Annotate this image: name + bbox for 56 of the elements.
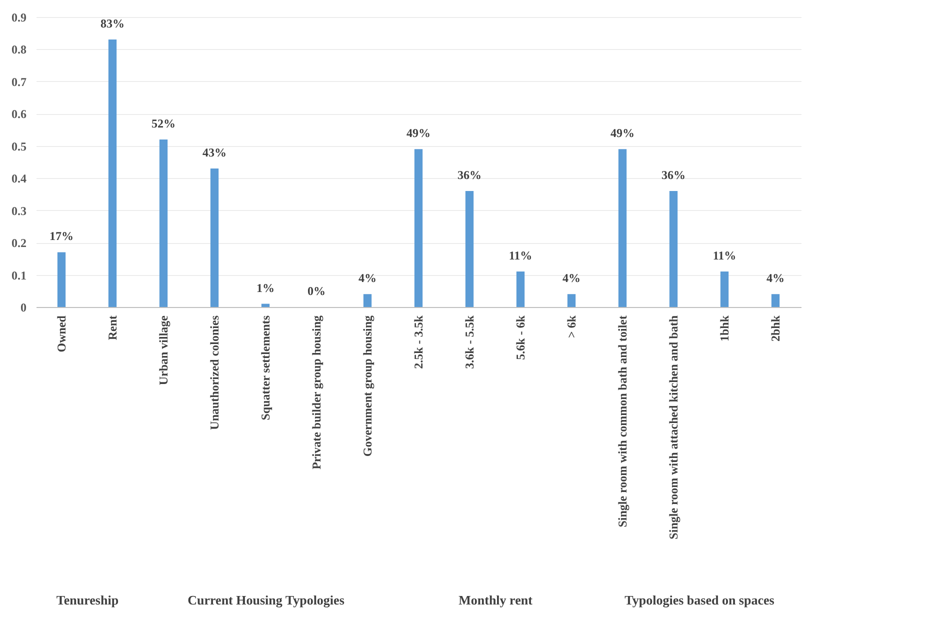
bar	[669, 191, 678, 307]
x-tick-label: 5.6k - 6k	[514, 315, 528, 360]
x-tick-label: > 6k	[564, 315, 578, 338]
data-label: 1%	[256, 280, 274, 295]
y-tick-label: 0.5	[12, 139, 26, 154]
data-label: 11%	[712, 248, 736, 263]
y-tick-label: 0.9	[12, 10, 26, 24]
y-tick-label: 0.6	[12, 107, 26, 122]
data-label: 36%	[662, 168, 686, 182]
x-axis-title: Monthly rent	[458, 592, 534, 608]
x-tick-label: Urban village	[156, 314, 170, 386]
x-tick-label: Unauthorized colonies	[208, 315, 222, 430]
data-label: 17%	[50, 229, 74, 244]
x-tick-label: Squatter settlements	[258, 315, 272, 420]
bar	[159, 139, 168, 307]
bar	[771, 294, 780, 307]
y-tick-label: 0.1	[12, 268, 26, 282]
x-tick-label: 1bhk	[718, 315, 732, 342]
x-tick-label: 2.5k - 3.5k	[412, 315, 426, 369]
x-tick-label: Government group housing	[360, 316, 374, 457]
data-label: 4%	[562, 271, 580, 286]
x-axis-title: Typologies based on spaces	[624, 592, 774, 608]
data-label: 52%	[152, 116, 176, 130]
x-tick-label: Single room with attached kitchen and bath	[666, 315, 680, 540]
x-tick-label: 2bhk	[768, 315, 782, 342]
data-label: 36%	[458, 168, 482, 182]
data-label: 49%	[406, 126, 430, 140]
y-tick-label: 0.2	[12, 236, 26, 250]
x-axis-title: Current Housing Typologies	[188, 592, 344, 608]
data-label: 11%	[508, 248, 532, 263]
bar	[363, 294, 372, 307]
data-label: 43%	[202, 145, 226, 160]
x-tick-label: 3.6k - 5.5k	[462, 315, 476, 369]
y-tick-label: 0	[20, 300, 26, 314]
bar	[720, 272, 729, 307]
y-tick-label: 0.4	[12, 172, 26, 186]
y-tick-label: 0.7	[12, 74, 26, 89]
x-tick-label: Private builder group housing	[310, 316, 324, 470]
x-tick-label: Rent	[106, 316, 120, 340]
x-tick-label: Single room with common bath and toilet	[616, 316, 630, 528]
data-label: 0%	[308, 284, 326, 298]
bar	[261, 304, 270, 307]
bar	[567, 294, 576, 307]
data-label: 49%	[610, 126, 634, 140]
x-axis-title: Tenureship	[56, 592, 119, 608]
y-tick-label: 0.3	[12, 204, 26, 218]
bar	[516, 272, 525, 307]
x-tick-label: Owned	[54, 315, 68, 352]
data-label: 83%	[100, 16, 124, 31]
y-tick-label: 0.8	[12, 42, 26, 57]
bar	[210, 168, 219, 307]
data-label: 4%	[358, 271, 376, 286]
bar	[465, 191, 474, 307]
bar	[618, 149, 627, 307]
bar	[414, 149, 423, 307]
data-label: 4%	[766, 271, 784, 286]
